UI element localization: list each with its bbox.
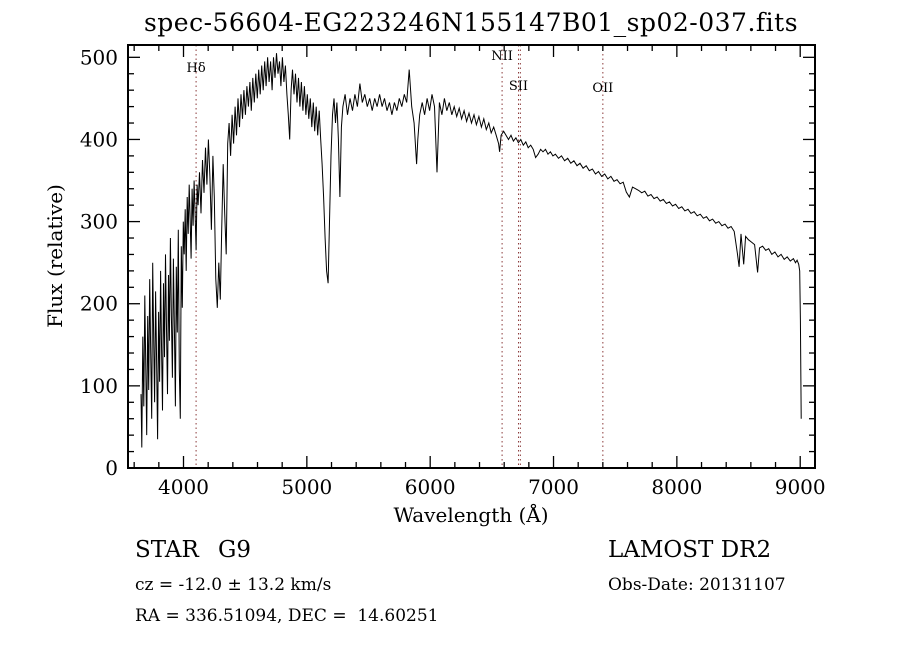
y-tick-label: 0 [105, 456, 118, 480]
spectral-line-label-OII: OII [592, 81, 613, 96]
object-subclass: G9 [218, 537, 251, 563]
object-class: STAR [135, 537, 199, 563]
spectral-line-label-Hδ: Hδ [186, 61, 205, 76]
spectrum-path [140, 53, 802, 448]
y-tick-label: 400 [80, 127, 118, 151]
spectral-line-label-SII: SII [509, 79, 528, 94]
x-tick-label: 4000 [158, 475, 209, 499]
y-axis-label: Flux (relative) [43, 184, 67, 328]
x-axis-label: Wavelength (Å) [393, 502, 548, 527]
x-tick-label: 6000 [405, 475, 456, 499]
y-tick-label: 300 [80, 210, 118, 234]
survey-label: LAMOST DR2 [608, 537, 771, 563]
y-tick-label: 100 [80, 374, 118, 398]
plot-title: spec-56604-EG223246N155147B01_sp02-037.f… [144, 8, 798, 37]
x-tick-label: 8000 [651, 475, 702, 499]
ra-dec-coords: RA = 336.51094, DEC = 14.60251 [135, 606, 439, 626]
obs-date: Obs-Date: 20131107 [608, 575, 786, 595]
plot-frame [127, 44, 816, 469]
x-tick-label: 5000 [281, 475, 332, 499]
spectral-line-label-NII: NII [491, 49, 513, 64]
y-tick-label: 200 [80, 292, 118, 316]
x-tick-label: 9000 [775, 475, 826, 499]
y-tick-label: 500 [80, 45, 118, 69]
x-tick-label: 7000 [528, 475, 579, 499]
cz-value: cz = -12.0 ± 13.2 km/s [135, 575, 331, 595]
